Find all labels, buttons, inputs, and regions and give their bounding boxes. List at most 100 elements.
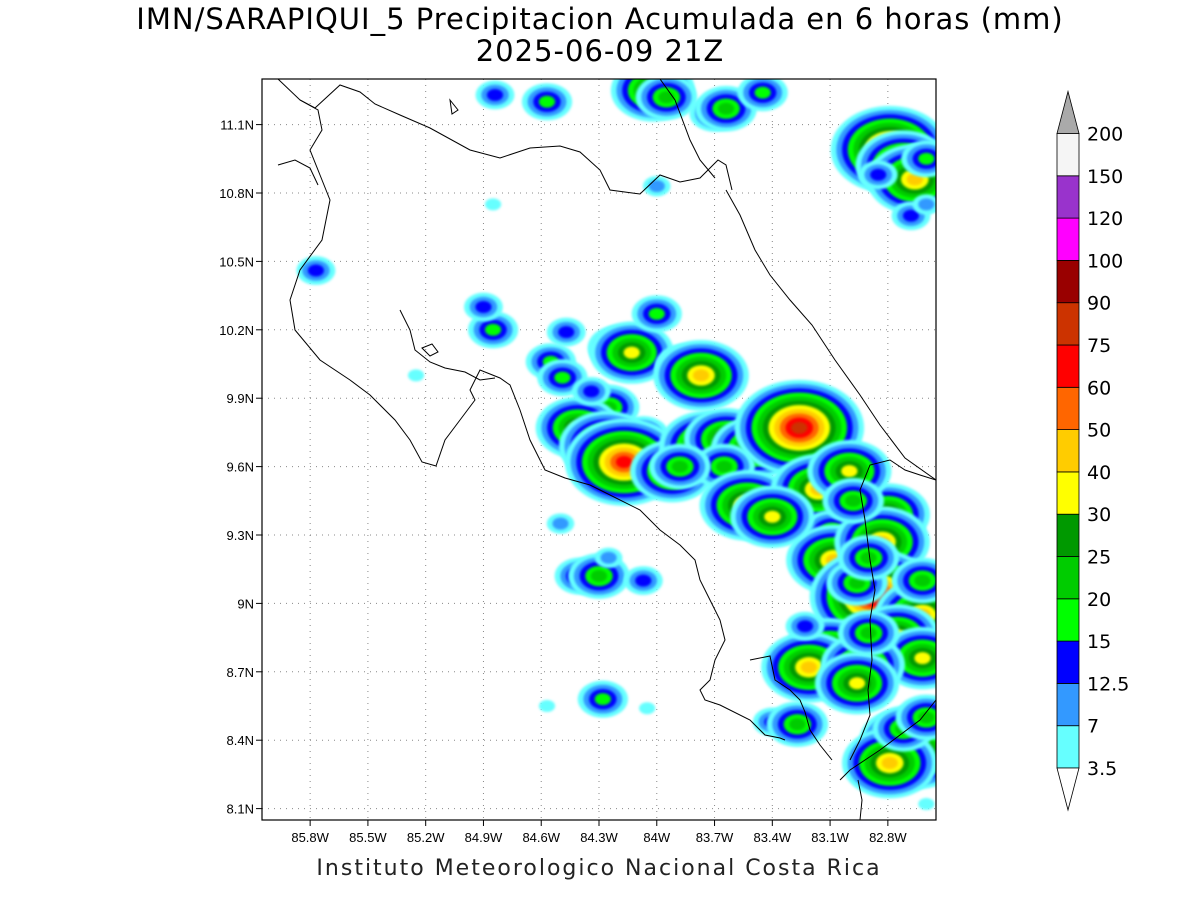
colorbar-label: 120	[1087, 208, 1123, 230]
nicoya-gulf	[399, 309, 496, 381]
precip-cell	[594, 547, 623, 568]
precip-cell	[858, 160, 898, 190]
precip-cell	[537, 359, 588, 397]
lat-tick-label: 11.1N	[220, 118, 254, 133]
lat-tick-label: 10.2N	[219, 323, 254, 338]
colorbar-label: 50	[1087, 420, 1111, 442]
colorbar-swatch	[1056, 471, 1080, 515]
lat-tick-label: 9.6N	[227, 460, 254, 475]
colorbar-label: 75	[1087, 335, 1111, 357]
colorbar-label: 90	[1087, 293, 1111, 315]
colorbar-swatch	[1056, 725, 1080, 769]
colorbar-label: 150	[1087, 166, 1123, 188]
precip-cell	[837, 535, 900, 581]
lat-tick-label: 8.7N	[227, 665, 254, 680]
precipitation-field	[296, 79, 936, 811]
osa-peninsula	[749, 655, 833, 761]
lon-tick-label: 84.3W	[580, 830, 618, 845]
colorbar: 3.5 7 12.5 15 20 25 30 40 50 60 75 90 100 120 150 200	[1056, 89, 1129, 812]
precip-cell	[814, 652, 900, 715]
colorbar-swatch	[1056, 598, 1080, 642]
precip-cell	[631, 295, 682, 333]
colorbar-swatch	[1056, 556, 1080, 600]
colorbar-label: 100	[1087, 250, 1123, 272]
colorbar-swatch	[1056, 175, 1080, 219]
lon-tick-label: 85.8W	[291, 830, 329, 845]
colorbar-swatch	[1056, 683, 1080, 727]
precip-cell	[895, 694, 936, 741]
precip-cell	[918, 798, 935, 811]
panama-border	[849, 459, 936, 761]
precip-cell	[475, 80, 515, 110]
precip-cell	[653, 340, 749, 411]
lon-tick-label: 85.5W	[349, 830, 387, 845]
colorbar-swatch	[1056, 133, 1080, 177]
colorbar-underflow-triangle	[1056, 767, 1080, 812]
map-title: IMN/SARAPIQUI_5 Precipitacion Acumulada …	[136, 2, 1064, 36]
precip-cell	[912, 194, 936, 215]
lon-tick-label: 83.7W	[696, 830, 734, 845]
precip-cell	[891, 557, 936, 604]
footer-credit: Instituto Meteorologico Nacional Costa R…	[316, 856, 882, 881]
colorbar-swatch	[1056, 640, 1080, 684]
precip-cell	[546, 317, 586, 347]
precip-cell	[643, 175, 671, 197]
precip-cell	[766, 701, 829, 748]
north-bay	[277, 159, 319, 186]
lon-tick-label: 82.8W	[869, 830, 907, 845]
precip-cell	[296, 256, 336, 285]
latitude-ticks: 8.1N 8.4N 8.7N 9N 9.3N 9.6N 9.9N 10.2N 10.5N 10.8…	[219, 118, 262, 817]
lat-tick-label: 9.9N	[227, 391, 254, 406]
lon-tick-label: 83.1W	[811, 830, 849, 845]
colorbar-label: 200	[1087, 124, 1123, 146]
lat-tick-label: 8.4N	[227, 733, 254, 748]
panama-coast	[839, 699, 936, 781]
precip-cell	[538, 700, 556, 712]
colorbar-label: 20	[1087, 589, 1111, 611]
colorbar-swatch	[1056, 302, 1080, 346]
lat-tick-label: 9.3N	[227, 528, 254, 543]
precip-cell	[546, 513, 575, 534]
colorbar-label: 3.5	[1087, 758, 1117, 780]
precip-cell	[623, 566, 663, 595]
colorbar-label: 60	[1087, 377, 1111, 399]
precip-cell	[484, 198, 502, 211]
precip-cell	[589, 321, 674, 384]
precip-cell	[730, 485, 815, 548]
colorbar-label: 40	[1087, 462, 1111, 484]
lon-tick-label: 84.9W	[465, 830, 503, 845]
precip-cell	[577, 680, 628, 718]
precip-cell	[822, 478, 884, 524]
colorbar-swatch	[1056, 513, 1080, 557]
precip-cell	[521, 83, 573, 121]
colorbar-label: 12.5	[1087, 673, 1129, 695]
map-valid-time: 2025-06-09 21Z	[475, 34, 725, 68]
nicaragua-border	[277, 79, 733, 195]
colorbar-swatch	[1056, 259, 1080, 304]
precip-cell	[464, 292, 503, 322]
colorbar-label: 7	[1087, 716, 1099, 738]
precip-cell	[837, 610, 900, 656]
colorbar-swatch	[1056, 217, 1080, 261]
precip-cell	[649, 443, 711, 490]
colorbar-swatch	[1056, 386, 1080, 430]
lon-tick-label: 84W	[643, 830, 670, 845]
lon-tick-label: 84.6W	[522, 830, 560, 845]
lat-tick-label: 10.8N	[219, 186, 254, 201]
lat-tick-label: 9N	[237, 596, 254, 611]
precip-cell	[737, 79, 788, 112]
colorbar-overflow-triangle	[1056, 89, 1080, 134]
colorbar-swatch	[1056, 429, 1080, 473]
colorbar-label: 15	[1087, 631, 1111, 653]
lat-tick-label: 8.1N	[227, 802, 254, 817]
costa-rica-caribbean-coast	[725, 189, 936, 481]
longitude-ticks: 85.8W 85.5W 85.2W 84.9W 84.6W 84.3W 84W 83.7W 83…	[291, 820, 907, 845]
precip-cell	[635, 79, 698, 121]
colorbar-swatch	[1056, 344, 1080, 388]
lon-tick-label: 85.2W	[407, 830, 445, 845]
chira-island	[421, 343, 439, 357]
precip-cell	[467, 311, 519, 349]
santa-elena-small	[449, 98, 459, 115]
precip-cell	[407, 369, 425, 382]
